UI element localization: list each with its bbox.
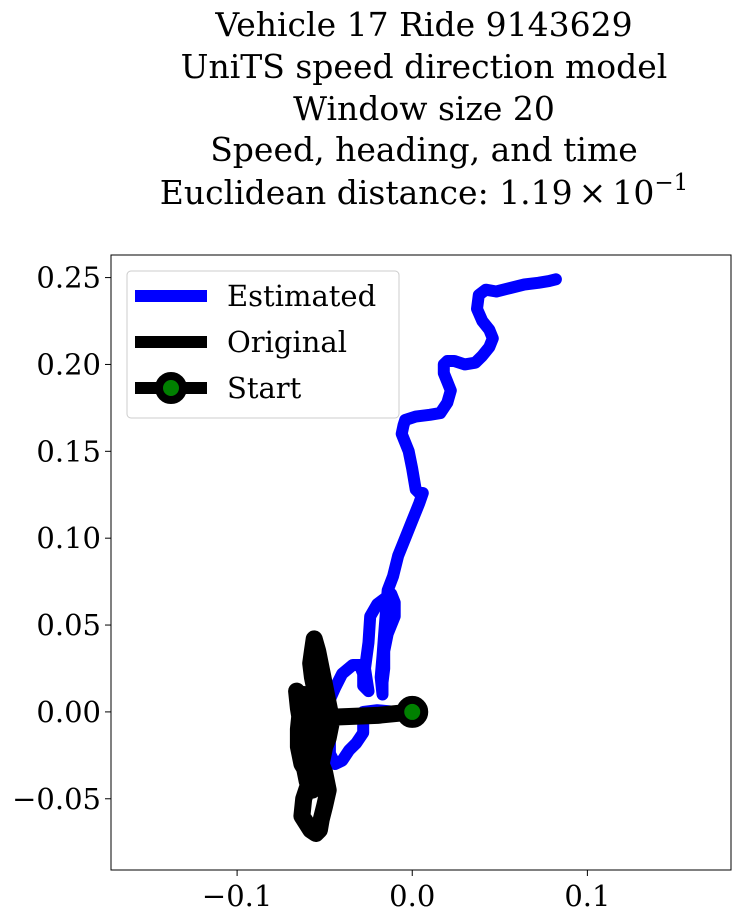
title-line-2: UniTS speed direction model (181, 47, 668, 86)
x-tick-label: −0.1 (202, 879, 272, 913)
title-metric-times: × (579, 173, 607, 212)
y-tick-label: 0.15 (36, 434, 101, 468)
title-line-3: Window size 20 (293, 89, 555, 128)
y-tick-label: −0.05 (12, 782, 101, 816)
x-axis: −0.1 0.0 0.1 (202, 870, 610, 913)
plot-area (288, 273, 562, 842)
y-tick-label: 0.20 (36, 347, 101, 381)
y-axis: 0.25 0.20 0.15 0.10 0.05 0.00 −0.05 (12, 261, 111, 816)
title-metric-prefix: Euclidean distance: (160, 173, 499, 212)
title-line-5: Euclidean distance: 1.19 × 10−1 (160, 170, 688, 212)
axes-frame (110, 254, 732, 871)
x-tick-label: 0.1 (564, 879, 610, 913)
legend-estimated-label: Estimated (227, 279, 376, 313)
title-line-1: Vehicle 17 Ride 9143629 (214, 5, 632, 44)
y-tick-label: 0.10 (36, 521, 101, 555)
y-tick-label: 0.00 (36, 695, 101, 729)
series-line-original (288, 630, 421, 842)
title-metric-mantissa: 1.19 (499, 173, 572, 212)
legend-start-label: Start (227, 371, 302, 405)
title-metric-base: 10 (612, 173, 654, 212)
legend: Estimated Original Start (126, 270, 400, 419)
title-line-4: Speed, heading, and time (210, 130, 638, 169)
y-tick-label: 0.05 (36, 608, 101, 642)
x-tick-label: 0.0 (389, 879, 435, 913)
chart-title: Vehicle 17 Ride 9143629 UniTS speed dire… (160, 5, 688, 212)
legend-start-marker (155, 372, 187, 404)
y-tick-label: 0.25 (36, 261, 101, 295)
start-marker (396, 695, 429, 728)
legend-box (126, 270, 400, 419)
title-metric-exponent: −1 (654, 170, 688, 196)
legend-original-label: Original (227, 325, 347, 359)
